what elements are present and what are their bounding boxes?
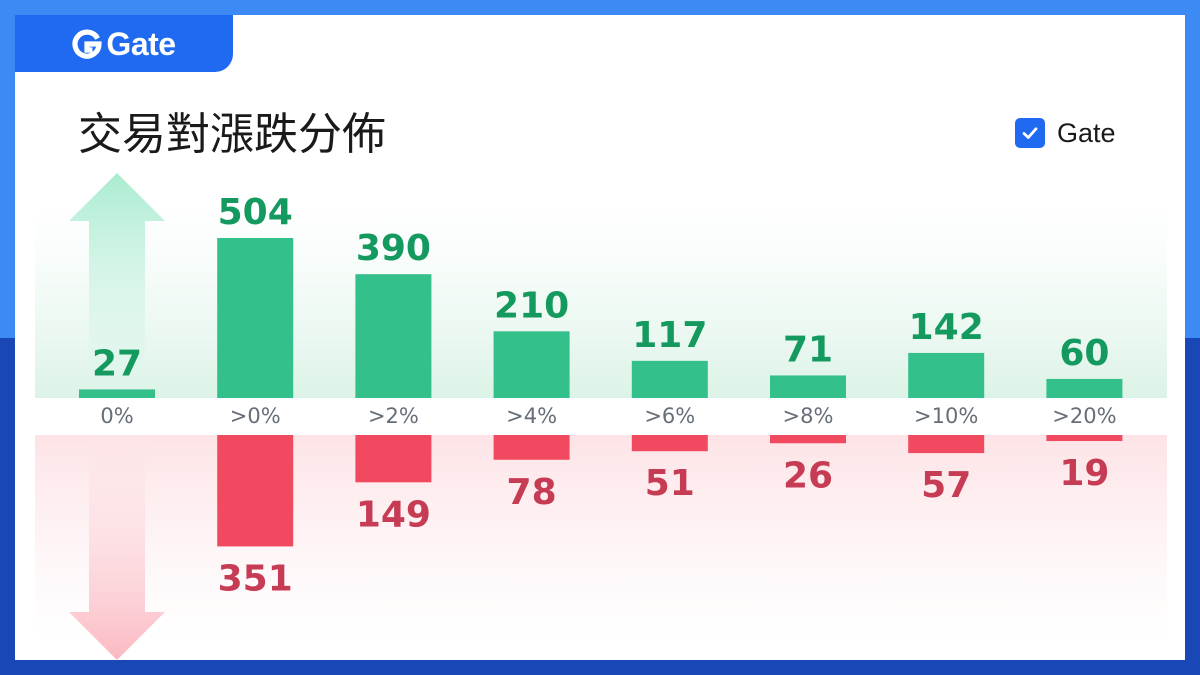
down-value-label: 19 — [1059, 453, 1109, 494]
down-value-label: 351 — [218, 558, 293, 599]
down-arrow-icon — [69, 435, 165, 660]
up-value-label: 390 — [356, 228, 431, 269]
down-bar — [908, 435, 985, 454]
category-label: >8% — [783, 404, 834, 428]
down-value-label: 57 — [921, 465, 971, 506]
category-label: >2% — [368, 404, 419, 428]
category-label: >20% — [1052, 404, 1116, 428]
down-bar — [631, 435, 708, 452]
up-value-label: 71 — [783, 329, 833, 370]
legend[interactable]: Gate — [1015, 115, 1116, 151]
down-bar — [493, 435, 570, 460]
chart-card: Gate 交易對漲跌分佈 Gate — [15, 15, 1185, 660]
up-value-label: 504 — [218, 192, 293, 233]
up-bar — [1046, 378, 1123, 398]
checkmark-icon — [1022, 127, 1038, 139]
category-label: >6% — [644, 404, 695, 428]
gate-logo-icon — [72, 29, 103, 59]
up-bar — [770, 375, 846, 398]
up-bar — [355, 274, 432, 398]
category-label: 0% — [100, 404, 133, 428]
down-value-label: 51 — [645, 463, 695, 504]
down-band — [35, 435, 1167, 640]
down-bar — [1046, 435, 1123, 442]
up-value-label: 117 — [632, 315, 707, 356]
up-value-label: 142 — [909, 307, 984, 348]
up-arrow-icon — [69, 173, 165, 398]
category-label: >0% — [230, 404, 281, 428]
down-bar — [355, 435, 432, 483]
page-title: 交易對漲跌分佈 — [78, 109, 386, 160]
down-value-label: 78 — [507, 472, 557, 513]
up-value-label: 210 — [494, 285, 569, 326]
logo-text: Gate — [106, 25, 176, 62]
down-value-label: 26 — [783, 455, 833, 496]
up-bar — [493, 331, 570, 398]
checkbox-checked-icon[interactable] — [1015, 118, 1045, 148]
up-value-label: 60 — [1059, 333, 1109, 374]
up-bar — [908, 352, 985, 398]
up-bar — [79, 389, 155, 398]
brand-logo: Gate — [15, 15, 233, 72]
legend-label: Gate — [1057, 117, 1116, 148]
up-bar — [631, 360, 708, 398]
down-bar — [770, 435, 846, 444]
up-value-label: 27 — [92, 343, 142, 384]
down-value-label: 149 — [356, 494, 431, 535]
up-band — [35, 205, 1167, 398]
down-bar — [217, 435, 294, 547]
category-label: >4% — [506, 404, 557, 428]
category-label: >10% — [914, 404, 978, 428]
up-bar — [217, 238, 294, 398]
bar-chart: 27 0% 504 >0% 351 390 >2% 149 210 >4% 78 117 >6% 51 71… — [35, 173, 1167, 660]
